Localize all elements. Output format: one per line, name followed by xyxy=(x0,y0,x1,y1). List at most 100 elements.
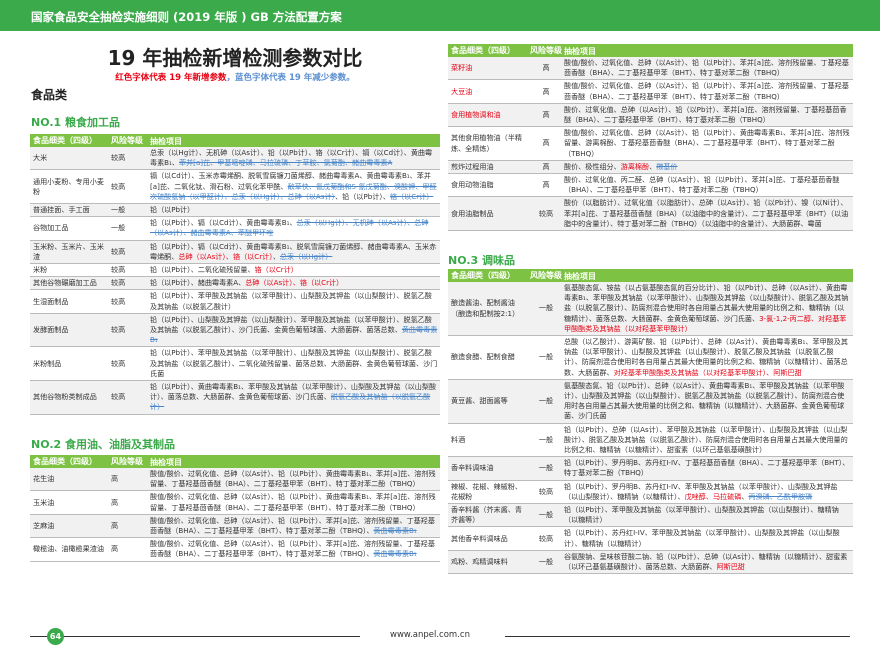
inspection-items-cell: 酸值/酸价、过氧化值、总砷（以As计）、铅（以Pb计）、黄曲霉毒素B₁、苯并[a… xyxy=(150,468,440,490)
table-header-cell: 抽检项目 xyxy=(150,458,182,467)
risk-level-cell: 一般 xyxy=(111,223,126,233)
parameter-text: 谷氨酸钠、呈味核苷酸二钠、铅（以Pb计）、总砷（以As计）、糖精钠（以糖精计）、… xyxy=(564,551,848,572)
inspection-items-cell: 总汞（以Hg计）、无机砷（以As计）、铅（以Pb计）、铬（以Cr计）、镉（以Cd… xyxy=(150,147,440,169)
inspection-items-cell: 酸值/酸价、过氧化值、总砷（以As计）、铅（以Pb计）、苯并[a]芘、溶剂残留量… xyxy=(150,515,440,537)
category-cell: 食用植物调和油 xyxy=(451,109,501,119)
table-row: 谷物加工品 一般 铅（以Pb计）、镉（以Cd计）、黄曲霉毒素B₁、总汞（以Hg计）、… xyxy=(30,217,440,241)
parameter-text: 酸值/酸价、过氧化值、总砷（以As计）、铅（以Pb计）、苯并[a]芘、溶剂残留量… xyxy=(564,58,849,78)
category-cell: 芝麻油 xyxy=(33,520,55,530)
parameter-text: 铅（以Pb计）、黄曲霉毒素B₁、苯甲酸及其钠盐（以苯甲酸计）、山梨酸及其钾盐（以… xyxy=(150,382,437,402)
inspection-items-cell: 氨基酸态氮、铅（以Pb计）、总砷（以As计）、黄曲霉毒素B₁、苯甲酸及其钠盐（以… xyxy=(564,380,853,423)
table-row: 食用植物调和油 高 酸价、过氧化值、总砷（以As计）、铅（以Pb计）、苯并[a]芘、… xyxy=(448,103,853,128)
table-row: 鸡粉、鸡精调味料 一般 谷氨酸钠、呈味核苷酸二钠、铅（以Pb计）、总砷（以As计）、… xyxy=(448,550,853,575)
table-row: 普通挂面、手工面 一般 铅（以Pb计） xyxy=(30,204,440,218)
parameter-text: 、 xyxy=(741,491,749,501)
inspection-items-cell: 铅（以Pb计）、罗丹明B、苏丹红I-IV、苯甲酸及其钠盐（以苯甲酸计）、山梨酸及… xyxy=(564,481,853,503)
parameter-text: 总酸（以乙酸计）、游离矿酸、铅（以Pb计）、总砷（以As计）、黄曲霉毒素B₁、苯… xyxy=(564,337,848,377)
table-row: 大米 较高 总汞（以Hg计）、无机砷（以As计）、铅（以Pb计）、铬（以Cr计）、镉… xyxy=(30,147,440,171)
inspection-items-cell: 酸值/酸价、过氧化值、总砷（以As计）、铅（以Pb计）、苯并[a]芘、溶剂残留量… xyxy=(564,80,853,102)
table-header-cell: 风险等级 xyxy=(111,136,143,145)
category-cell: 生湿面制品 xyxy=(33,296,69,306)
section-title-oil: NO.2 食用油、油脂及其制品 xyxy=(31,438,175,451)
risk-level-cell: 高 xyxy=(542,161,550,171)
table-header-cell: 抽检项目 xyxy=(150,137,182,146)
inspection-items-cell: 酸价、极性组分、游离棉酚、羰基价 xyxy=(564,161,853,173)
page-title: 19 年抽检新增检测参数对比 xyxy=(107,46,363,70)
risk-level-cell: 一般 xyxy=(111,205,126,215)
table-row: 辣椒、花椒、辣椒粉、花椒粉 较高 铅（以Pb计）、罗丹明B、苏丹红I-IV、苯甲酸及… xyxy=(448,481,853,505)
oil-table: 食品细类（四级） 风险等级 抽检项目 花生油高酸值/酸价、过氧化值、总砷（以As计）、… xyxy=(30,455,440,562)
category-cell: 其他谷物粉类制成品 xyxy=(33,392,97,402)
table-row: 玉米粉、玉米片、玉米渣 较高 铅（以Pb计）、镉（以Cd计）、黄曲霉毒素B₁、脱氧雪… xyxy=(30,240,440,265)
parameter-text: 酸值/酸价、过氧化值、总砷（以As计）、铅（以Pb计）、黄曲霉毒素B₁、苯并[a… xyxy=(150,492,436,512)
table-row: 发酵面制品 较高 铅（以Pb计）、山梨酸及其钾盐（以山梨酸计）、苯甲酸及其钠盐（以苯… xyxy=(30,313,440,348)
section-title-grain: NO.1 粮食加工品 xyxy=(31,116,120,129)
table-body: 花生油高酸值/酸价、过氧化值、总砷（以As计）、铅（以Pb计）、黄曲霉毒素B₁、… xyxy=(30,468,440,562)
inspection-items-cell: 铅（以Pb计）、赭曲霉毒素A、总砷（以As计）、铬（以Cr计） xyxy=(150,277,440,289)
risk-level-cell: 较高 xyxy=(111,392,126,402)
parameter-text: 酸值/酸价、过氧化值、总砷（以As计）、铅（以Pb计）、黄曲霉毒素B₁、苯并[a… xyxy=(150,469,436,489)
table-header-cell: 食品细类（四级） xyxy=(33,136,97,145)
parameter-text: 酸值/酸价、过氧化值、总砷（以As计）、铅（以Pb计）、苯并[a]芘、溶剂残留量… xyxy=(150,539,435,559)
parameter-text: 铅（以Pb计）、苯甲酸及其钠盐（以苯甲酸计）、山梨酸及其钾盐（以山梨酸计）、脱氢… xyxy=(150,348,438,378)
category-cell: 发酵面制品 xyxy=(33,325,69,335)
category-cell: 其他食用植物油（半精炼、全精炼） xyxy=(451,133,522,153)
parameter-text: 镉（以Cd计）、玉米赤霉烯酮、脱氧雪腐镰刀菌烯醇、赭曲霉毒素A、黄曲霉毒素B₁、… xyxy=(150,171,431,191)
risk-level-cell: 较高 xyxy=(111,325,126,335)
table-row: 其他谷物碾磨加工品 较高 铅（以Pb计）、赭曲霉毒素A、总砷（以As计）、铬（以Cr… xyxy=(30,277,440,291)
table-body: 大米 较高 总汞（以Hg计）、无机砷（以As计）、铅（以Pb计）、铬（以Cr计）、镉… xyxy=(30,147,440,415)
table-row: 香辛料酱（芥末酱、青芥酱等） 一般 铅（以Pb计）、苯甲酸及其钠盐（以苯甲酸计）、山… xyxy=(448,504,853,528)
risk-level-cell: 较高 xyxy=(111,246,126,256)
parameter-text: 、铅（以Pb计）、 xyxy=(335,191,390,201)
table-row: 黄豆酱、甜面酱等 一般 氨基酸态氮、铅（以Pb计）、总砷（以As计）、黄曲霉毒素B₁… xyxy=(448,379,853,424)
risk-level-cell: 一般 xyxy=(538,434,554,444)
table-row: 料酒 一般 铅（以Pb计）、总砷（以As计）、苯甲酸及其钠盐（以苯甲酸计）、山梨酸及… xyxy=(448,424,853,458)
footer-divider xyxy=(505,636,850,637)
page-number-badge: 64 xyxy=(47,628,64,645)
parameter-text: 铅（以Pb计）、苏丹红I-IV、苯甲酸及其钠盐（以苯甲酸计）、山梨酸及其钾盐（以… xyxy=(564,528,840,548)
inspection-items-cell: 铅（以Pb计）、苯甲酸及其钠盐（以苯甲酸计）、山梨酸及其钾盐（以山梨酸计）、脱氢… xyxy=(150,290,440,312)
inspection-items-cell: 酸价、过氧化值、丙二醛、总砷（以As计）、铅（以Pb计）、苯并[a]芘、丁基羟基… xyxy=(564,174,853,196)
removed-parameter: 黄曲霉毒素B₁ xyxy=(150,325,438,345)
legend-separator: ， xyxy=(226,73,235,83)
risk-level-cell: 高 xyxy=(542,63,550,73)
risk-level-cell: 高 xyxy=(542,109,550,119)
risk-level-cell: 一般 xyxy=(538,556,554,566)
category-cell: 大米 xyxy=(33,153,48,163)
inspection-items-cell: 铅（以Pb计）、镉（以Cd计）、黄曲霉毒素B₁、脱氧雪腐镰刀菌烯醇、赭曲霉毒素A… xyxy=(150,241,440,263)
table-header-cell: 食品细类（四级） xyxy=(451,46,515,55)
category-cell: 酿造食醋、配制食醋 xyxy=(451,352,515,362)
risk-level-cell: 一般 xyxy=(538,463,554,473)
parameter-text: 酸值/酸价、过氧化值、总砷（以As计）、铅（以Pb计）、苯并[a]芘、溶剂残留量… xyxy=(564,81,849,101)
inspection-items-cell: 氨基酸态氮、铵盐（以占氨基酸态氮的百分比计）、铅（以Pb计）、总砷（以As计）、… xyxy=(564,282,853,335)
inspection-items-cell: 谷氨酸钠、呈味核苷酸二钠、铅（以Pb计）、总砷（以As计）、糖精钠（以糖精计）、… xyxy=(564,551,853,573)
category-cell: 花生油 xyxy=(33,474,55,484)
category-cell: 玉米粉、玉米片、玉米渣 xyxy=(33,241,104,261)
risk-level-cell: 高 xyxy=(111,474,119,484)
parameter-text: 酸价（以脂肪计）、过氧化值（以脂肪计）、总砷（以As计）、铅（以Pb计）、镍（以… xyxy=(564,198,849,228)
table-row: 香辛料调味油 一般 铅（以Pb计）、罗丹明B、苏丹红I-IV、丁基羟基茴香醚（BHA… xyxy=(448,457,853,481)
inspection-items-cell: 酸价、过氧化值、总砷（以As计）、铅（以Pb计）、苯并[a]芘、溶剂残留量、丁基… xyxy=(564,104,853,126)
table-row: 橄榄油、油橄榄果渣油高 酸值/酸价、过氧化值、总砷（以As计）、铅（以Pb计）、苯… xyxy=(30,538,440,562)
inspection-items-cell: 铅（以Pb计）、总砷（以As计）、苯甲酸及其钠盐（以苯甲酸计）、山梨酸及其钾盐（… xyxy=(564,424,853,457)
parameter-text: 酸价、过氧化值、丙二醛、总砷（以As计）、铅（以Pb计）、苯并[a]芘、丁基羟基… xyxy=(564,175,840,195)
removed-parameter: 苯并[a]芘、甲基嘧啶磷、马拉硫磷、丁草胺、氯菊酯、赭曲霉毒素A xyxy=(179,158,393,168)
removed-parameter: 敌草快、氰戊菊酯和S-氰戊菊酯、溴酸钾、甲醛次硫酸氢钠（以甲醛计）、总汞（以Hg… xyxy=(150,181,437,201)
table-row: 其他谷物粉类制成品 较高 铅（以Pb计）、黄曲霉毒素B₁、苯甲酸及其钠盐（以苯甲酸计… xyxy=(30,381,440,415)
table-header-cell: 食品细类（四级） xyxy=(451,271,515,280)
risk-level-cell: 较高 xyxy=(111,153,126,163)
category-cell: 玉米油 xyxy=(33,497,55,507)
risk-level-cell: 较高 xyxy=(111,358,126,368)
table-row: 煎炸过程用油 高 酸价、极性组分、游离棉酚、羰基价 xyxy=(448,160,853,175)
table-body: 菜籽油高酸值/酸价、过氧化值、总砷（以As计）、铅（以Pb计）、苯并[a]芘、溶… xyxy=(448,57,853,232)
risk-level-cell: 较高 xyxy=(111,296,126,306)
parameter-text: 总汞（以Hg计）、无机砷（以As计）、铅（以Pb计）、铬（以Cr计）、镉（以Cd… xyxy=(150,148,433,168)
table-row: 其他香辛料调味品 较高 铅（以Pb计）、苏丹红I-IV、苯甲酸及其钠盐（以苯甲酸计）… xyxy=(448,527,853,551)
removed-parameter: 总汞（以Hg计）、无机砷（以As计）、总砷（以As计）、赭曲霉毒素A、苯醚甲环唑 xyxy=(150,218,429,238)
table-header-cell: 风险等级 xyxy=(530,271,562,280)
section-title-condiment: NO.3 调味品 xyxy=(448,254,515,267)
document-header-bar: 国家食品安全抽检实施细则 (2019 年版 ) GB 方法配置方案 xyxy=(0,0,880,31)
added-parameter: 总砷（以As计）、铬（以Cr计） xyxy=(245,278,344,288)
risk-level-cell: 较高 xyxy=(111,278,126,288)
parameter-text: 酸值/酸价、过氧化值、总砷（以As计）、铅（以Pb计）、黄曲霉毒素B₁、苯并[a… xyxy=(564,128,850,158)
